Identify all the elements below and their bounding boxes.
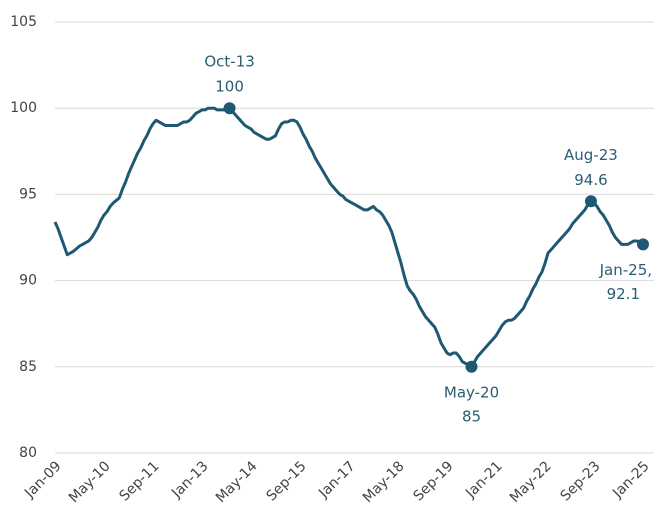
y-tick-label: 100 bbox=[10, 100, 37, 116]
y-tick-label: 105 bbox=[10, 14, 37, 30]
x-tick-label: Jan-17 bbox=[315, 458, 358, 501]
x-tick-label: May-18 bbox=[360, 458, 408, 506]
annotation-label: May-20 bbox=[444, 383, 499, 401]
y-tick-label: 90 bbox=[19, 273, 37, 289]
y-tick-label: 80 bbox=[19, 445, 37, 461]
y-tick-label: 95 bbox=[19, 186, 37, 202]
x-tick-label: Jan-13 bbox=[168, 458, 211, 501]
x-tick-label: Jan-25 bbox=[609, 458, 652, 501]
x-tick-label: Sep-11 bbox=[117, 458, 163, 504]
x-tick-label: May-14 bbox=[213, 458, 261, 506]
y-tick-label: 85 bbox=[19, 359, 37, 375]
x-tick-label: Sep-19 bbox=[411, 458, 457, 504]
x-tick-label: Sep-23 bbox=[558, 458, 604, 504]
annotation-value: 94.6 bbox=[574, 171, 607, 189]
annotation-label: Oct-13 bbox=[204, 53, 254, 71]
annotation-point bbox=[465, 360, 478, 373]
annotation-label: Aug-23 bbox=[564, 146, 618, 164]
x-tick-label: May-10 bbox=[66, 458, 114, 506]
x-tick-label: Sep-15 bbox=[264, 458, 310, 504]
x-tick-label: Jan-09 bbox=[21, 458, 64, 501]
annotation-value: 85 bbox=[462, 407, 481, 425]
annotation-label: Jan-25, bbox=[599, 261, 652, 279]
annotation-value: 100 bbox=[215, 78, 244, 96]
annotation-point bbox=[637, 238, 649, 251]
x-tick-label: Jan-21 bbox=[462, 458, 505, 501]
annotation-point bbox=[584, 195, 597, 208]
line bbox=[53, 106, 644, 369]
annotation-point bbox=[223, 102, 236, 115]
x-tick-label: May-22 bbox=[507, 458, 555, 506]
annotation-value: 92.1 bbox=[607, 285, 640, 303]
